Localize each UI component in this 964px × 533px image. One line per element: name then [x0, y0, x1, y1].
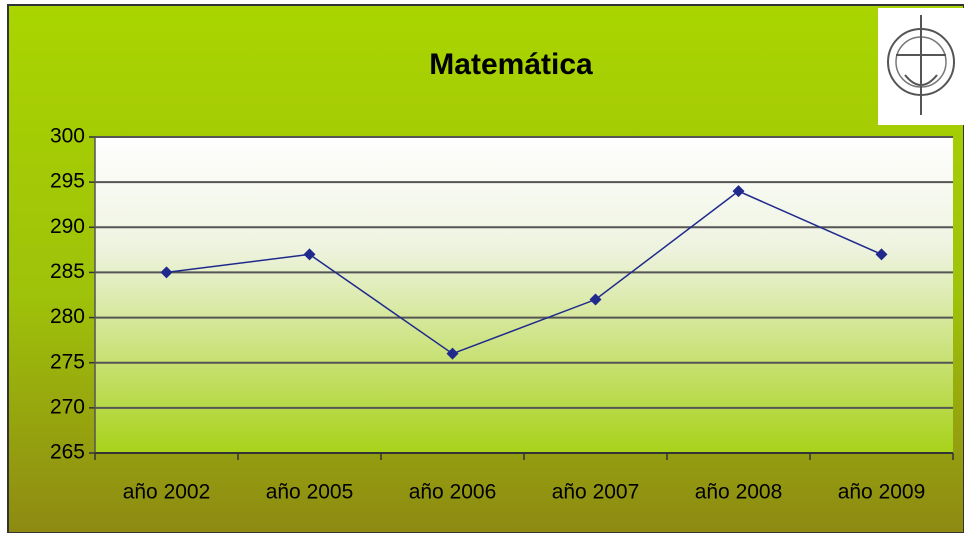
x-tick-label: año 2005 [266, 481, 354, 504]
marker [446, 347, 459, 360]
chart-title: Matemática [429, 48, 593, 81]
y-tick-label: 265 [50, 441, 85, 464]
marker [589, 293, 602, 306]
marker [160, 266, 173, 279]
x-tick-label: año 2002 [123, 481, 211, 504]
x-tick-label: año 2009 [838, 481, 926, 504]
y-tick-label: 300 [50, 125, 85, 148]
line [166, 190, 882, 355]
y-tick-label: 290 [50, 215, 85, 238]
y-tick-label: 275 [50, 350, 85, 373]
x-tick-label: año 2008 [695, 481, 783, 504]
x-tick-label: año 2006 [409, 481, 497, 504]
y-tick-label: 285 [50, 260, 85, 283]
marker [732, 185, 745, 198]
y-tick-label: 295 [50, 170, 85, 193]
plot-area [95, 137, 953, 453]
y-tick-label: 270 [50, 395, 85, 418]
y-tick-label: 280 [50, 305, 85, 328]
logo [878, 8, 964, 125]
marker [303, 248, 316, 261]
marker [875, 248, 888, 261]
x-tick-label: año 2007 [552, 481, 640, 504]
